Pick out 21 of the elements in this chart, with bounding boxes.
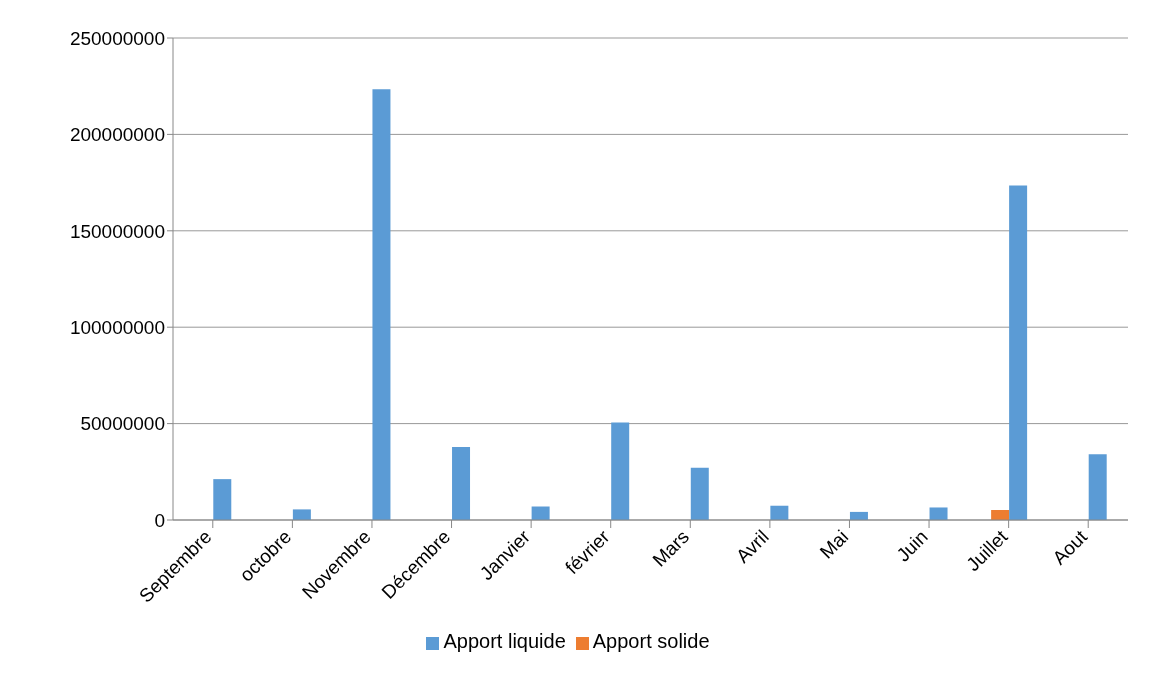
x-tick-label: Juin bbox=[892, 525, 932, 566]
legend-label: Apport liquide bbox=[443, 630, 566, 652]
y-tick-label: 50000000 bbox=[80, 413, 165, 435]
y-tick-label: 0 bbox=[154, 509, 165, 531]
bar bbox=[991, 509, 1010, 520]
bar bbox=[372, 89, 391, 520]
bar bbox=[611, 422, 630, 520]
x-tick-label: Mai bbox=[815, 525, 853, 563]
bar bbox=[292, 509, 311, 520]
bar bbox=[929, 507, 948, 520]
y-tick-label: 250000000 bbox=[69, 27, 165, 49]
bar bbox=[770, 505, 789, 520]
bar bbox=[1088, 454, 1107, 520]
bar bbox=[213, 479, 232, 520]
legend-label: Apport solide bbox=[592, 630, 710, 652]
bar bbox=[452, 447, 471, 520]
y-tick-label: 100000000 bbox=[69, 316, 165, 338]
y-tick-label: 150000000 bbox=[69, 220, 165, 242]
y-tick-label: 200000000 bbox=[69, 124, 165, 146]
bar bbox=[690, 467, 709, 520]
bar bbox=[1009, 185, 1028, 520]
